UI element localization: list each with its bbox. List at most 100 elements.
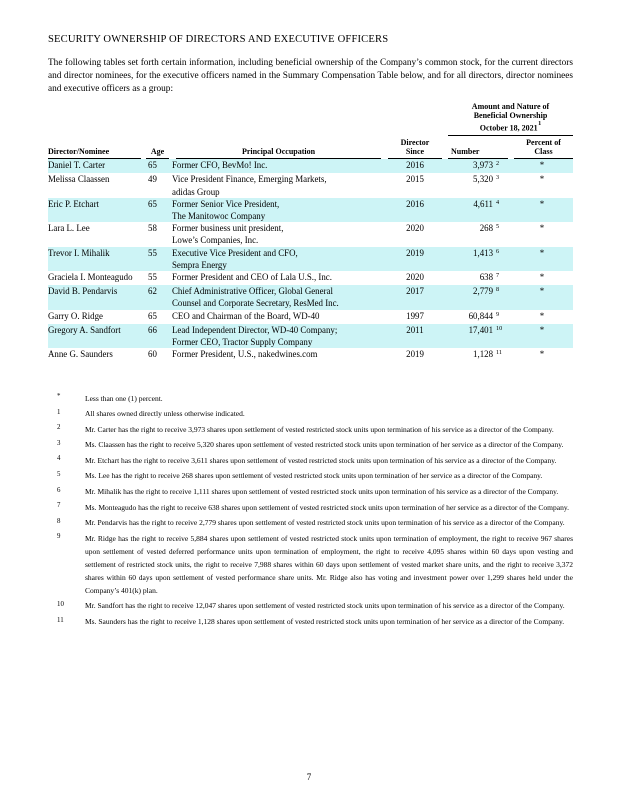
table-row: Garry O. Ridge 65 CEO and Chairman of th… — [48, 310, 573, 324]
cell-director-since: 2016 — [385, 197, 445, 223]
cell-age: 58 — [148, 223, 157, 234]
cell-occupation: Vice President Finance, Emerging Markets… — [172, 174, 327, 197]
col-header-name: Director/Nominee — [48, 136, 145, 160]
table-row: Daniel T. Carter 65 Former CFO, BevMo! I… — [48, 159, 574, 174]
footnote-text: Mr. Mihalik has the right to receive 1,1… — [85, 487, 559, 497]
page-content: SECURITY OWNERSHIP OF DIRECTORS AND EXEC… — [48, 34, 574, 628]
cell-number: 1,128 11 — [445, 348, 511, 362]
footnote-item: 11 Ms. Saunders has the right to receive… — [48, 615, 573, 628]
cell-percent: * — [539, 272, 545, 283]
cell-name: Gregory A. Sandfort — [48, 323, 145, 349]
cell-percent: * — [511, 285, 574, 310]
footnote-item: 3 Ms. Claassen has the right to receive … — [48, 438, 573, 451]
footnote-ref: 5 — [496, 223, 500, 231]
cell-director-since: 2011 — [385, 323, 445, 349]
footnote-item: 6 Mr. Mihalik has the right to receive 1… — [48, 485, 573, 498]
table-group-header-row: Amount and Nature of Beneficial Ownershi… — [48, 102, 574, 136]
footnote-marker: 9 — [57, 533, 61, 541]
cell-name: Melissa Claassen — [48, 174, 110, 185]
cell-director-since: 2019 — [406, 349, 424, 360]
cell-age: 55 — [148, 272, 157, 283]
footnote-marker: 8 — [57, 517, 61, 525]
cell-number: 3,973 2 — [445, 159, 511, 174]
cell-age: 66 — [145, 323, 172, 349]
footnote-text: All shares owned directly unless otherwi… — [85, 409, 245, 419]
group-header-line3: October 18, 20211 — [479, 119, 542, 133]
cell-occupation: Former CFO, BevMo! Inc. — [172, 159, 385, 174]
cell-number: 4,611 4 — [445, 197, 511, 223]
footnote-marker: 11 — [57, 616, 64, 624]
footnote-text: Mr. Carter has the right to receive 3,97… — [85, 424, 554, 434]
cell-director-since: 2020 — [406, 272, 424, 283]
footnote-item: * Less than one (1) percent. — [48, 392, 573, 405]
table-row: Melissa Claassen 49 Vice President Finan… — [48, 173, 573, 197]
footnote-item: 9 Mr. Ridge has the right to receive 5,8… — [48, 532, 573, 597]
cell-name: Anne G. Saunders — [48, 349, 113, 360]
cell-percent: * — [511, 197, 574, 223]
cell-name: Garry O. Ridge — [48, 310, 103, 321]
cell-director-since: 1997 — [406, 310, 424, 321]
footnote-ref: 7 — [496, 272, 500, 280]
cell-number: 638 7 — [445, 271, 511, 285]
footnote-text: Ms. Saunders has the right to receive 1,… — [85, 617, 565, 627]
table-row: Gregory A. Sandfort 66 Lead Independent … — [48, 323, 574, 349]
cell-percent: * — [539, 349, 545, 360]
cell-percent: * — [539, 223, 545, 234]
page-title: SECURITY OWNERSHIP OF DIRECTORS AND EXEC… — [48, 34, 389, 45]
table-row: Trevor I. Mihalik 55 Executive Vice Pres… — [48, 246, 574, 272]
footnote-ref: 3 — [496, 174, 500, 182]
footnote-ref: 8 — [496, 286, 500, 294]
footnote-ref: 11 — [496, 349, 502, 357]
cell-name: Daniel T. Carter — [48, 159, 145, 174]
cell-age: 65 — [145, 197, 172, 223]
footnote-text: Ms. Lee has the right to receive 268 sha… — [85, 471, 543, 481]
footnote-ref: 2 — [496, 160, 500, 168]
cell-occupation: Former President and CEO of Lala U.S., I… — [172, 272, 332, 283]
cell-name: Graciela I. Monteagudo — [48, 272, 133, 283]
footnote-item: 7 Ms. Monteagudo has the right to receiv… — [48, 501, 573, 514]
footnote-text: Mr. Ridge has the right to receive 5,884… — [85, 533, 573, 595]
cell-percent: * — [511, 246, 574, 272]
footnote-marker: 3 — [57, 439, 61, 447]
cell-occupation: Chief Administrative Officer, Global Gen… — [172, 285, 385, 310]
footnote-item: 1 All shares owned directly unless other… — [48, 407, 573, 420]
cell-number: 5,320 3 — [445, 173, 511, 197]
footnote-text: Ms. Monteagudo has the right to receive … — [85, 502, 569, 512]
cell-director-since: 2020 — [406, 223, 424, 234]
cell-number: 268 5 — [445, 222, 511, 246]
cell-number: 2,779 8 — [445, 285, 511, 310]
footnote-item: 4 Mr. Etchart has the right to receive 3… — [48, 454, 573, 467]
cell-percent: * — [539, 310, 545, 321]
cell-occupation: Lead Independent Director, WD-40 Company… — [172, 323, 385, 349]
footnote-item: 2 Mr. Carter has the right to receive 3,… — [48, 423, 573, 436]
cell-age: 62 — [145, 285, 172, 310]
cell-occupation: Former Senior Vice President, The Manitow… — [172, 197, 385, 223]
group-header: Amount and Nature of Beneficial Ownershi… — [448, 102, 574, 136]
cell-age: 60 — [148, 349, 157, 360]
table-row: David B. Pendarvis 62 Chief Administrati… — [48, 285, 574, 310]
table-row: Lara L. Lee 58 Former business unit pres… — [48, 222, 573, 246]
footnote-ref: 10 — [496, 324, 503, 332]
cell-name: David B. Pendarvis — [48, 285, 145, 310]
footnote-text: Mr. Etchart has the right to receive 3,6… — [85, 455, 557, 465]
footnote-marker: 4 — [57, 455, 61, 463]
footnote-text: Mr. Sandfort has the right to receive 12… — [85, 601, 565, 611]
cell-director-since: 2015 — [406, 174, 424, 185]
cell-percent: * — [511, 159, 574, 174]
cell-age: 65 — [148, 310, 157, 321]
cell-age: 49 — [148, 174, 157, 185]
page-number: 7 — [306, 772, 312, 782]
footnote-marker: 6 — [57, 486, 61, 494]
footnote-text: Mr. Pendarvis has the right to receive 2… — [85, 518, 565, 528]
footnote-text: Less than one (1) percent. — [85, 393, 163, 403]
footnote-marker: 2 — [57, 424, 61, 432]
col-header-number: Number — [445, 136, 511, 160]
cell-name: Lara L. Lee — [48, 223, 90, 234]
footnote-marker: 7 — [57, 502, 61, 510]
table-row: Anne G. Saunders 60 Former President, U.… — [48, 348, 573, 362]
footnote-marker: 5 — [57, 470, 61, 478]
cell-director-since: 2016 — [385, 159, 445, 174]
cell-director-since: 2017 — [385, 285, 445, 310]
cell-percent: * — [511, 323, 574, 349]
footnote-ref: 9 — [496, 310, 500, 318]
